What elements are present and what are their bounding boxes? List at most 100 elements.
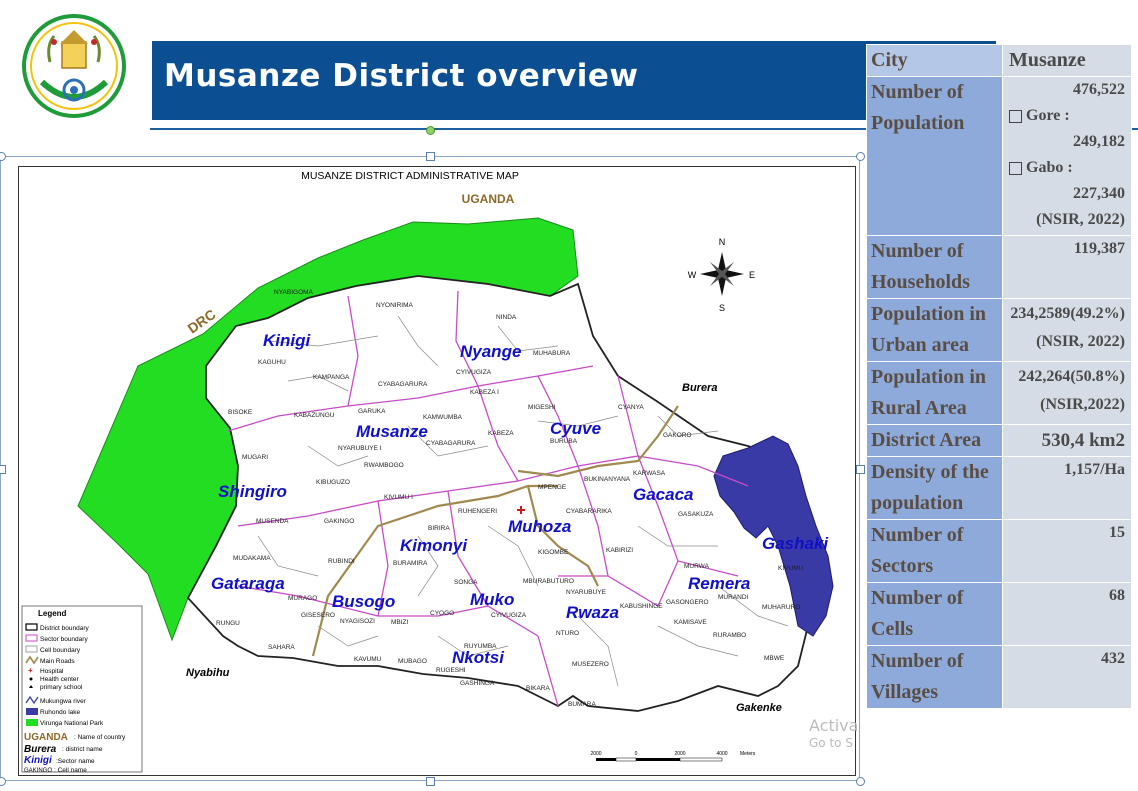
population-cell: 476,522 Gore : 249,182 Gabo : 227,340 (N… (1002, 76, 1132, 236)
cell-label: MURANDI (718, 594, 749, 601)
legend-item: Mukungwa river (40, 698, 87, 705)
cell-label: MBWE (764, 655, 785, 662)
cell-label: RWAMBOGO (364, 462, 404, 469)
cell-label: KAMPANGA (313, 374, 350, 381)
resize-handle-bottom-left[interactable] (0, 777, 6, 786)
row-label: Number of Population (866, 76, 1003, 236)
cell-label: CYIVUGIZA (456, 369, 492, 376)
sector-label-nkotsi: Nkotsi (452, 648, 505, 667)
compass-s: S (719, 303, 725, 313)
cell-label: BUMARA (568, 701, 596, 708)
population-gabo: Gabo : (1009, 155, 1125, 181)
cell-label: BISOKE (228, 409, 253, 416)
scale-label: 2000 (674, 751, 685, 757)
hospital-icon (517, 506, 525, 514)
urban-value: 234,2589(49.2%) (1010, 305, 1125, 322)
table-row: Number of Villages 432 (866, 645, 1132, 709)
svg-text:+: + (28, 666, 33, 675)
cell-label: KIBUGUZO (316, 479, 350, 486)
table-row: Number of Cells 68 (866, 582, 1132, 646)
row-label: District Area (866, 424, 1003, 457)
resize-handle-bottom-right[interactable] (856, 777, 865, 786)
gore-value: 249,182 (1073, 133, 1125, 150)
sector-label-gashaki: Gashaki (762, 534, 829, 553)
cell-label: KABIRIZI (606, 547, 633, 554)
district-info-table: City Musanze Number of Population 476,52… (866, 44, 1132, 709)
sector-label-musanze: Musanze (356, 422, 428, 441)
cell-label: BIRIRA (428, 525, 450, 532)
row-value: 15 (1002, 519, 1132, 583)
cell-label: KARWASA (633, 470, 666, 477)
sector-label-remera: Remera (688, 574, 750, 593)
cell-label: KAMWUMBA (423, 414, 463, 421)
row-value: 1,157/Ha (1002, 456, 1132, 520)
legend-sample-district: Burera (24, 744, 57, 755)
cell-label: BURUBA (550, 438, 578, 445)
rotate-handle[interactable] (426, 126, 435, 135)
resize-handle-bottom[interactable] (426, 777, 435, 786)
row-label: Number of Villages (866, 645, 1003, 709)
cell-label: BUKINANYANA (584, 476, 631, 483)
legend-sample-desc: : Name of country (74, 734, 126, 741)
compass-n: N (719, 237, 726, 247)
urban-cell: 234,2589(49.2%) (NSIR, 2022) (1002, 298, 1132, 362)
sector-label-busogo: Busogo (332, 592, 395, 611)
cell-label: RUNGU (216, 620, 240, 627)
row-label: Population in Urban area (866, 298, 1003, 362)
administrative-map: MUSANZE DISTRICT ADMINISTRATIVE MAP (18, 166, 856, 776)
sector-label-muhoza: Muhoza (508, 517, 571, 536)
resize-handle-top-right[interactable] (856, 152, 865, 161)
map-title: MUSANZE DISTRICT ADMINISTRATIVE MAP (301, 170, 519, 182)
sector-label-kinigi: Kinigi (263, 331, 311, 350)
row-value: 432 (1002, 645, 1132, 709)
legend-item: Ruhondo lake (40, 709, 80, 716)
cell-label: NYONIRIMA (376, 302, 414, 309)
row-value: 68 (1002, 582, 1132, 646)
slide-title: Musanze District overview (164, 58, 639, 94)
cell-label: SAHARA (268, 644, 295, 651)
table-row: City Musanze (866, 44, 1132, 77)
watermark-line: Go to S (809, 736, 853, 750)
row-value: Musanze (1002, 44, 1132, 77)
cell-label: BURAMIRA (393, 560, 428, 567)
cell-label: GASHINGA (460, 680, 495, 687)
legend-item: Main Roads (40, 658, 75, 665)
urban-source: (NSIR, 2022) (1036, 333, 1125, 350)
sector-boundaries (227, 290, 749, 707)
cell-label: RUGESHI (436, 667, 466, 674)
sector-label-muko: Muko (470, 590, 514, 609)
watermark-line: Activa (809, 716, 859, 735)
cell-label: RUHENGERI (458, 508, 497, 515)
sector-label-cyuve: Cyuve (550, 419, 601, 438)
row-label: Population in Rural Area (866, 361, 1003, 425)
resize-handle-top-left[interactable] (0, 152, 6, 161)
legend-item: Sector boundary (40, 636, 88, 643)
resize-handle-left[interactable] (0, 465, 6, 474)
cell-label: GISESERO (301, 612, 335, 619)
main-roads (311, 405, 679, 657)
cell-label: GASONGERO (666, 599, 709, 606)
cell-label: SONGA (454, 579, 478, 586)
table-row: District Area 530,4 km2 (866, 424, 1132, 457)
legend-sample-desc: :Sector name (56, 758, 95, 765)
cell-label: MUDAKAMA (233, 555, 271, 562)
legend-item: primary school (40, 684, 83, 691)
scale-label: 2000 (590, 751, 601, 757)
legend-sample-sector: Kinigi (24, 755, 52, 766)
cell-label: KABAZUNGU (294, 412, 335, 419)
district-label-burera: Burera (682, 382, 717, 394)
cell-label: NTURO (556, 630, 579, 637)
scale-unit: Meters (740, 751, 756, 757)
legend-item: Hospital (40, 668, 64, 675)
resize-handle-right[interactable] (856, 465, 865, 474)
checkbox-icon (1009, 161, 1022, 175)
table-row: Number of Population 476,522 Gore : 249,… (866, 76, 1132, 236)
district-label-gakenke: Gakenke (736, 702, 782, 714)
resize-handle-top[interactable] (426, 152, 435, 161)
cell-label: KABEZA (488, 430, 514, 437)
legend-sample-desc: : district name (62, 746, 103, 753)
cell-label: MBURABUTURO (523, 578, 574, 585)
cell-label: NYAGISOZI (340, 618, 375, 625)
row-value: 530,4 km2 (1002, 424, 1132, 457)
scale-label: 0 (635, 751, 638, 757)
